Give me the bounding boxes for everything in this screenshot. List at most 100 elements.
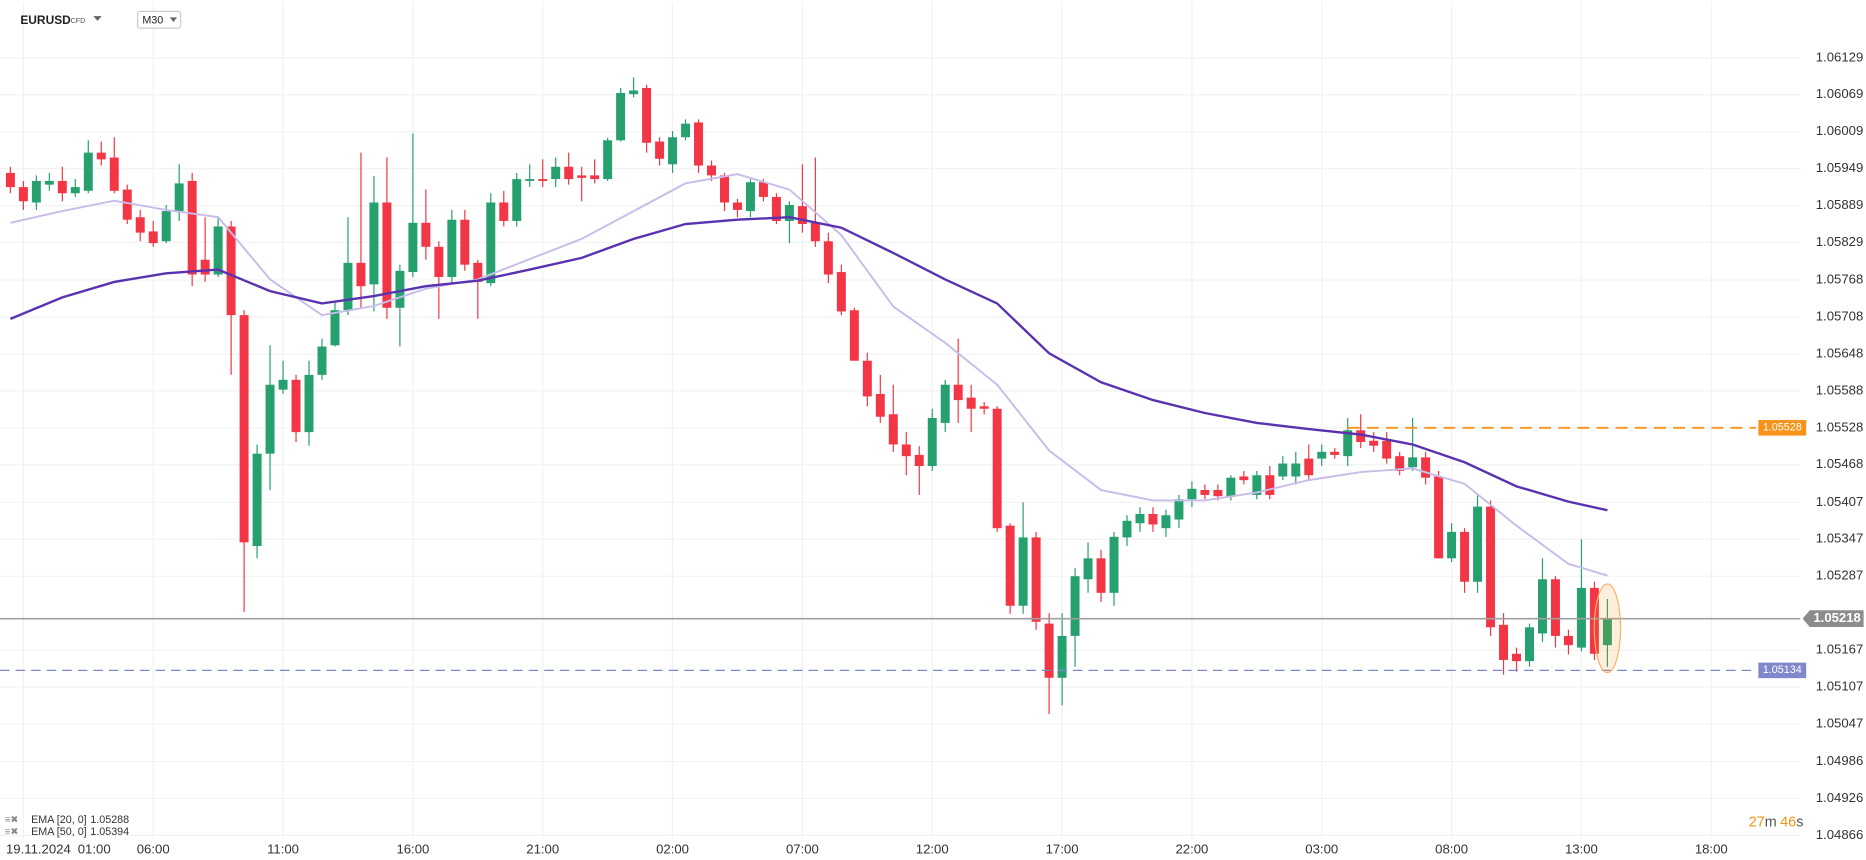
level-label-box (1758, 420, 1807, 436)
ema-line (9, 216, 1608, 512)
level-label: 1.05528 (1763, 422, 1802, 434)
x-tick-label: 18:00 (1695, 841, 1728, 856)
timeframe-box[interactable] (136, 10, 182, 29)
candle-body (1005, 525, 1015, 606)
candle-body (1343, 430, 1353, 457)
candle-body (823, 241, 833, 275)
y-tick-label: 1.04986 (1816, 753, 1864, 768)
candle-body (668, 137, 678, 165)
candle-body (1174, 499, 1184, 520)
candle-body (265, 384, 275, 454)
candle-body (1304, 458, 1314, 476)
candle-body (797, 206, 807, 225)
candle-body (382, 202, 392, 308)
candle-body (940, 384, 950, 423)
candle-body (694, 122, 704, 166)
legend-entry: EMA [20, 0] 1.05288 (31, 814, 129, 826)
countdown-unit: s (1796, 814, 1803, 830)
candle-body (239, 315, 249, 543)
symbol[interactable]: EURUSD (20, 13, 71, 27)
candle-body (109, 157, 119, 191)
legend-icons: ≡✖ (5, 814, 19, 825)
x-tick-label: 13:00 (1565, 841, 1598, 856)
candle-body (18, 187, 28, 202)
candle-body (992, 408, 1002, 529)
candle-body (1525, 627, 1534, 662)
candle-body (174, 183, 184, 212)
date-label: 19.11.2024 (6, 841, 71, 856)
candle-body (538, 179, 548, 181)
candle-body (473, 262, 483, 282)
live-candle-highlight (1593, 583, 1622, 674)
candle-body (1499, 624, 1509, 660)
candle-body (460, 219, 470, 265)
candle-body (1135, 514, 1145, 524)
timeframe-selector[interactable]: M30 (136, 10, 182, 29)
candle-body (616, 92, 626, 141)
candle-body (5, 172, 15, 188)
candle-body (707, 165, 717, 176)
candle-body (1057, 635, 1067, 678)
candle-body (1317, 451, 1327, 459)
y-tick-label: 1.04926 (1816, 790, 1864, 805)
candle-body (434, 246, 444, 277)
candle-body (655, 141, 665, 159)
candle-body (564, 166, 574, 180)
x-tick-label: 21:00 (526, 841, 559, 856)
candle-body (979, 406, 989, 409)
candle-body (1473, 506, 1483, 582)
candle-body (1031, 537, 1041, 622)
y-tick-label: 1.05889 (1816, 197, 1864, 212)
x-tick-label: 08:00 (1435, 841, 1468, 856)
candle-body (1537, 579, 1547, 634)
legend-value: 1.05394 (90, 826, 129, 838)
dropdown-caret[interactable] (93, 16, 102, 21)
candle-body (771, 196, 781, 221)
candle-body (226, 226, 236, 316)
candle-body (603, 140, 613, 180)
candle-body (122, 189, 132, 220)
y-tick-label: 1.05047 (1816, 715, 1864, 730)
candle-body (1083, 558, 1093, 580)
ema-line (10, 173, 1608, 577)
plot-area (0, 77, 1801, 715)
candle-body (1148, 514, 1158, 525)
y-tick-label: 1.04866 (1816, 827, 1864, 842)
candle-body (1096, 558, 1106, 593)
price-axis: 1.06129 1.06069 1.06009 1.05949 1.05889 1.058… (78, 49, 1864, 856)
countdown-unit: m (1765, 814, 1777, 830)
y-tick-label: 1.06129 (1816, 49, 1864, 64)
countdown-minutes: 27 (1749, 814, 1765, 830)
y-tick-label: 1.05708 (1816, 308, 1864, 323)
candle-body (810, 222, 820, 242)
candle-body (1018, 537, 1028, 606)
candle-body (148, 231, 158, 244)
candle-body (83, 152, 93, 191)
candle-body (96, 152, 106, 160)
dropdown-caret[interactable] (169, 17, 178, 23)
legend-value: 1.05288 (90, 814, 129, 826)
countdown: 27m 46s (1749, 814, 1804, 830)
candle-body (1576, 587, 1586, 648)
x-tick-label: 07:00 (786, 841, 819, 856)
candle-body (1395, 456, 1405, 471)
legend-entry: EMA [50, 0] 1.05394 (31, 826, 129, 838)
candle-body (31, 180, 41, 203)
symbol-header[interactable]: EURUSD CFD (20, 13, 102, 27)
candle-body (927, 417, 937, 466)
candle-body (447, 219, 457, 277)
candle-body (70, 187, 80, 194)
current-price-box (1802, 610, 1864, 628)
candle-body (966, 397, 976, 409)
y-tick-label: 1.05949 (1816, 160, 1864, 175)
timeframe[interactable]: M30 (142, 15, 163, 27)
candle-body (512, 179, 522, 221)
candle-body (642, 87, 652, 143)
candle-body (369, 202, 379, 285)
candle-body (1122, 520, 1132, 538)
candle-body (629, 90, 639, 95)
x-tick-label: 12:00 (916, 841, 949, 856)
candle-body (551, 166, 561, 180)
candle-body (278, 379, 288, 390)
